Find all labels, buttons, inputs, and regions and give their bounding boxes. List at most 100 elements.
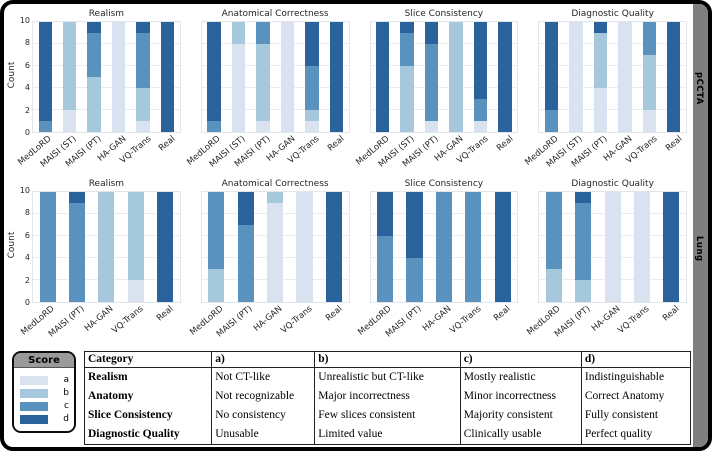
table-row: Slice Consistency No consistency Few slice… <box>85 405 691 425</box>
stacked-bar <box>325 192 342 302</box>
y-axis-ticks: 0 2 4 6 8 10 <box>16 187 30 307</box>
x-axis-labels: MedLoRD MAISI (ST) MAISI (PT) HA-GAN VQ-Tran… <box>354 133 519 177</box>
stacked-bar <box>329 22 343 132</box>
bar-segment-b <box>231 22 246 44</box>
stacked-bar <box>642 22 657 132</box>
bar-segment-a <box>424 121 439 132</box>
table-cell: Unusable <box>211 424 315 445</box>
table-header-cell: c) <box>459 351 582 368</box>
table-row: Diagnostic Quality Unusable Limited value C… <box>85 424 691 445</box>
stacked-bar <box>237 192 254 302</box>
y-axis-column: Count 0 2 4 6 8 10 <box>4 8 32 178</box>
legend-swatch-c <box>20 401 48 411</box>
y-tick-label: 10 <box>19 16 30 25</box>
legend-swatch-d <box>20 414 48 424</box>
legend-entry-b: b <box>20 388 69 398</box>
bar-segment-a <box>231 44 246 132</box>
table-header-cell: b) <box>314 351 461 368</box>
bar-segment-a <box>593 88 608 132</box>
gridline <box>539 87 686 88</box>
stacked-bar <box>127 192 144 302</box>
plot-area <box>538 21 687 133</box>
bar-segment-c <box>208 192 225 269</box>
y-tick-label: 4 <box>24 253 30 263</box>
stacked-bar <box>231 22 246 132</box>
bar-segment-c <box>400 33 414 66</box>
panel-title: Realism <box>88 179 125 189</box>
gridline <box>539 109 686 110</box>
gridline <box>201 109 349 110</box>
bar-segment-d <box>473 22 488 99</box>
x-axis-labels: MedLoRD MAISI (PT) HA-GAN VQ-Trans Real <box>525 303 687 347</box>
figure-main-area: Count 0 2 4 6 8 10 Realism MedLoRD MAISI (ST) MAIS… <box>4 4 693 447</box>
gridline <box>33 65 180 66</box>
chart-panel: Diagnostic Quality MedLoRD MAISI (PT) HA-GA… <box>525 178 687 348</box>
bar-segment-c <box>68 203 86 302</box>
stacked-bar <box>62 22 77 132</box>
stacked-bar <box>376 22 390 132</box>
table-row: Anatomy Not recognizable Major incorrectne… <box>85 387 691 406</box>
bar-segment-c <box>136 33 150 88</box>
bar-segment-d <box>38 22 52 121</box>
panel-title: Anatomical Correctness <box>221 9 329 19</box>
bar-segment-a <box>604 192 621 302</box>
bar-segment-c <box>207 121 221 132</box>
bar-segment-d <box>207 22 221 121</box>
bar-segment-c <box>544 110 559 132</box>
score-description-table: Category a) b) c) d) Realism Not CT-like Unreal… <box>84 351 691 445</box>
table-cell: Indistinguishable <box>580 367 691 388</box>
table-cell: Clinically usable <box>459 424 582 445</box>
chart-panel: Diagnostic Quality MedLoRD MAISI (ST) MAISI… <box>523 8 687 178</box>
bar-segment-c <box>38 121 52 132</box>
bar-segment-b <box>545 269 562 302</box>
bar-segment-c <box>406 258 423 302</box>
chart-row-pccta: Count 0 2 4 6 8 10 Realism MedLoRD MAISI (ST) MAIS… <box>4 8 693 178</box>
y-tick-label: 10 <box>19 186 30 195</box>
legend-swatch-b <box>20 388 48 398</box>
plot-area <box>200 191 350 303</box>
bar-segment-c <box>642 22 657 55</box>
bar-segment-d <box>593 22 608 33</box>
side-label-pccta: pCCTA <box>694 72 704 105</box>
legend-label: b <box>63 388 69 398</box>
legend-label: a <box>63 375 69 385</box>
panel-title: Diagnostic Quality <box>571 179 654 189</box>
stacked-bar <box>98 192 115 302</box>
bar-segment-c <box>305 66 319 110</box>
bar-segment-b <box>575 280 592 302</box>
panel-title: Diagnostic Quality <box>571 9 654 19</box>
stacked-bar <box>435 192 452 302</box>
bar-segment-a <box>473 121 488 132</box>
bar-segment-a <box>633 192 651 302</box>
table-header-cell: d) <box>580 351 691 368</box>
chart-row-lung: Count 0 2 4 6 8 10 Realism MedLoRD MAISI (PT) HA-G… <box>4 178 693 348</box>
stacked-bar <box>267 192 284 302</box>
bar-segment-a <box>256 121 270 132</box>
stacked-bar <box>160 22 175 132</box>
legend-entry-d: d <box>20 414 69 424</box>
bar-segment-b <box>400 66 414 132</box>
gridline <box>201 43 349 44</box>
bar-segment-c <box>473 99 488 121</box>
bar-segment-b <box>256 44 270 121</box>
table-cell: Fully consistent <box>580 405 691 425</box>
bar-segment-b <box>87 77 101 132</box>
panel-title: Anatomical Correctness <box>221 179 329 189</box>
gridline <box>539 65 686 66</box>
gridline <box>370 65 518 66</box>
bar-segment-c <box>435 192 452 302</box>
gridline <box>539 43 686 44</box>
bar-segment-d <box>498 22 512 132</box>
bar-segment-c <box>256 22 270 44</box>
bar-segment-c <box>465 192 482 302</box>
plot-area <box>32 191 181 303</box>
gridline <box>370 109 518 110</box>
y-tick-label: 6 <box>24 60 30 70</box>
bar-segment-a <box>280 22 295 132</box>
stacked-bar <box>68 192 86 302</box>
bar-segment-d <box>400 22 414 33</box>
bar-segment-a <box>111 22 126 132</box>
bar-segment-d <box>237 192 254 225</box>
table-row: Realism Not CT-like Unrealistic but CT-lik… <box>85 367 691 388</box>
bar-segment-d <box>325 192 342 302</box>
